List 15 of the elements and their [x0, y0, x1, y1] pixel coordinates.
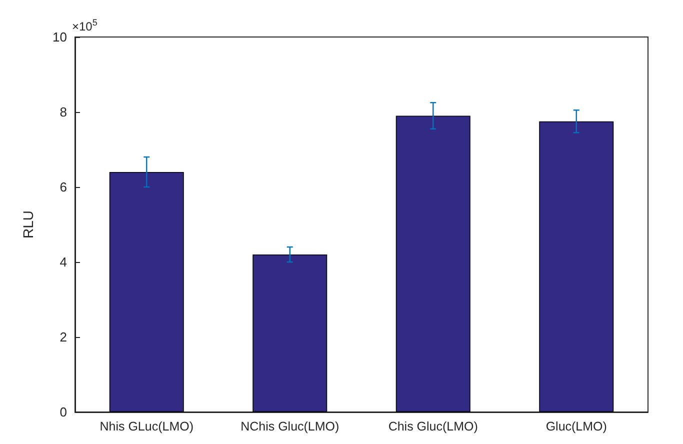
bar — [109, 172, 184, 412]
bar — [396, 116, 470, 412]
y-tick-label: 10 — [52, 30, 67, 44]
y-tick-label: 6 — [60, 180, 67, 194]
x-tick-label: Nhis GLuc(LMO) — [100, 420, 194, 434]
y-tick-label: 0 — [60, 404, 67, 420]
y-tick-label: 8 — [60, 104, 67, 120]
y-axis-title: RLU — [20, 210, 36, 239]
x-tick-label: Gluc(LMO) — [546, 420, 607, 434]
y-tick-label: 2 — [60, 330, 67, 344]
bar — [539, 121, 614, 412]
x-tick-label: Chis Gluc(LMO) — [388, 420, 478, 434]
y-tick-label: 4 — [60, 254, 67, 270]
bar — [252, 254, 328, 412]
x-tick-label: NChis Gluc(LMO) — [240, 420, 340, 434]
